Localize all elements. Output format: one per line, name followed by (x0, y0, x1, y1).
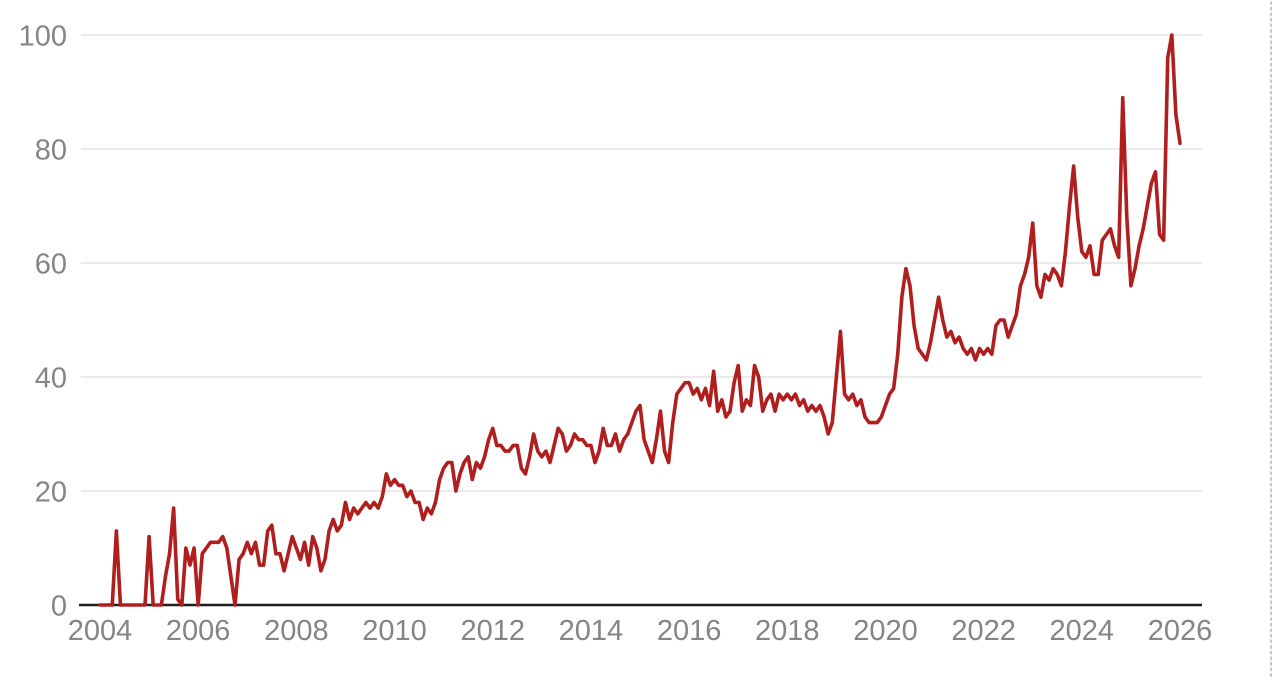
x-tick-label: 2020 (853, 615, 918, 647)
y-tick-label: 20 (35, 477, 67, 509)
y-tick-label: 0 (51, 591, 67, 623)
x-tick-label: 2026 (1148, 615, 1213, 647)
x-axis-labels: 2004 2006 2008 2010 2012 2014 2016 2018 2020 2022… (68, 615, 1213, 647)
y-tick-label: 100 (19, 21, 67, 53)
x-tick-label: 2004 (68, 615, 133, 647)
trend-line (98, 33, 1182, 607)
x-tick-label: 2018 (755, 615, 820, 647)
gridlines (81, 34, 1202, 492)
x-tick-label: 2014 (559, 615, 624, 647)
x-tick-label: 2016 (657, 615, 722, 647)
x-tick-label: 2022 (951, 615, 1016, 647)
x-tick-label: 2010 (362, 615, 427, 647)
x-tick-label: 2024 (1050, 615, 1115, 647)
y-tick-label: 60 (35, 249, 67, 281)
y-tick-label: 40 (35, 363, 67, 395)
x-tick-label: 2006 (166, 615, 231, 647)
y-axis-labels: 0 20 40 60 80 100 (19, 21, 67, 623)
x-tick-label: 2008 (264, 615, 329, 647)
x-tick-label: 2012 (460, 615, 525, 647)
y-tick-label: 80 (35, 135, 67, 167)
